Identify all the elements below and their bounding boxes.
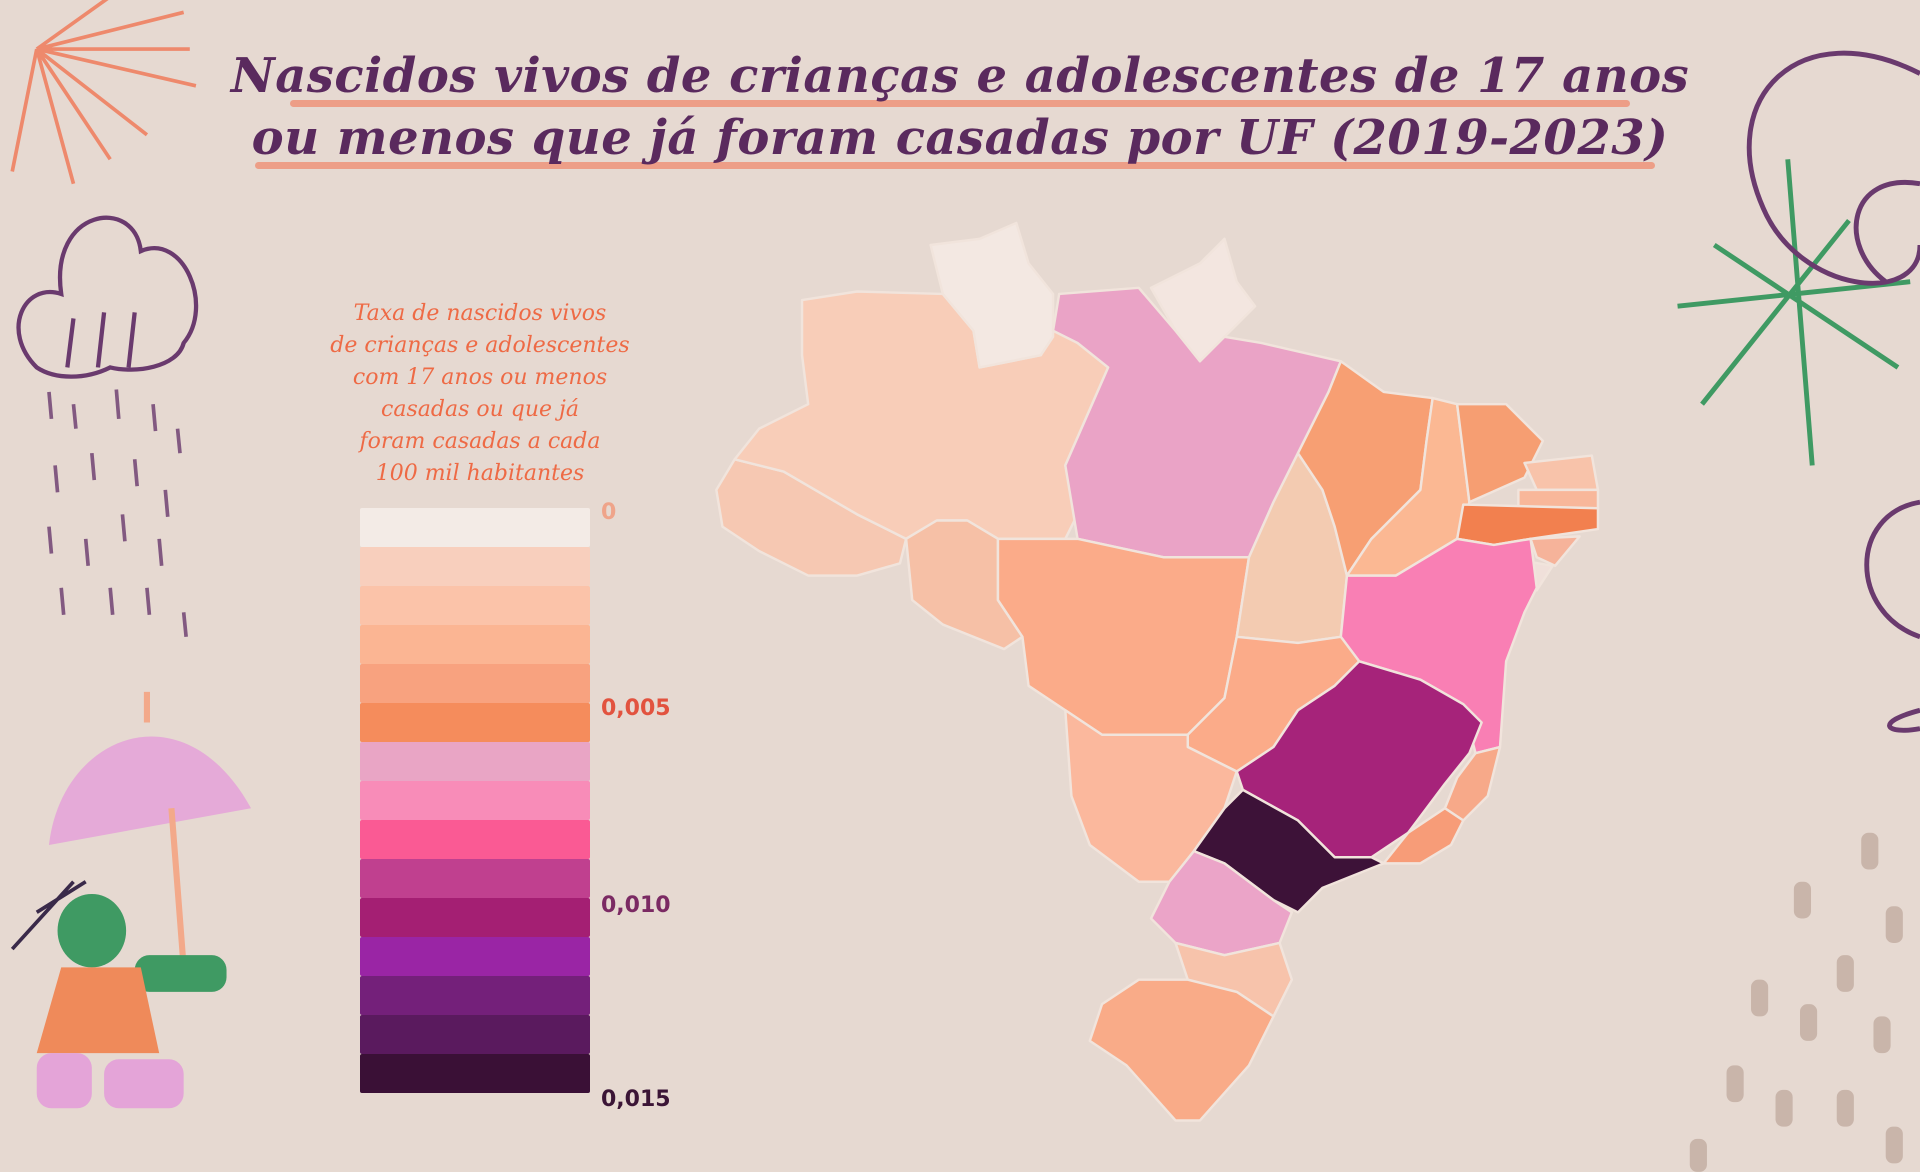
title-underline-2 (255, 162, 1655, 169)
legend-band (360, 625, 590, 664)
dots-doodle (1689, 832, 1903, 1172)
green-star-doodle (1677, 159, 1911, 466)
girl-with-umbrella-doodle (10, 691, 252, 1109)
legend-color-scale (360, 508, 590, 1093)
legend-tick-0010: 0,010 (601, 893, 671, 918)
state-pr (1149, 849, 1294, 957)
legend-title-line: casadas ou que já (381, 397, 579, 422)
legend-band (360, 664, 590, 703)
legend-band (360, 547, 590, 586)
legend-band (360, 781, 590, 820)
state-rr (929, 221, 1055, 369)
legend-band (360, 1015, 590, 1054)
title-underline-1 (290, 100, 1630, 107)
legend-band (360, 703, 590, 742)
state-rn (1523, 454, 1600, 492)
cloud-doodle (16, 215, 199, 379)
legend-band (360, 742, 590, 781)
state-al (1529, 535, 1581, 568)
legend-title: Taxa de nascidos vivos de crianças e ado… (290, 298, 670, 490)
legend-tick-0005: 0,005 (601, 696, 671, 721)
legend-band (360, 976, 590, 1015)
legend-band (360, 820, 590, 859)
legend-tick-0015: 0,015 (601, 1087, 671, 1112)
legend-tick-0: 0 (601, 500, 617, 525)
swirl-doodle (1746, 50, 1920, 733)
state-mt (996, 537, 1251, 736)
legend-title-line: foram casadas a cada (359, 429, 601, 454)
legend-title-line: de crianças e adolescentes (330, 333, 630, 358)
legend-title-line: Taxa de nascidos vivos (353, 301, 607, 326)
state-rs (1088, 978, 1275, 1122)
legend-band (360, 898, 590, 937)
legend-band (360, 586, 590, 625)
page-title-line-2: ou menos que já foram casadas por UF (20… (251, 110, 1669, 166)
page-title-line-1: Nascidos vivos de crianças e adolescente… (230, 48, 1690, 104)
legend-band (360, 859, 590, 898)
rain-doodle (47, 389, 188, 637)
legend-band (360, 937, 590, 976)
states (715, 221, 1600, 1122)
legend-band (360, 508, 590, 547)
legend-band (360, 1054, 590, 1093)
state-ce (1455, 402, 1545, 504)
legend-title-line: com 17 anos ou menos (352, 365, 608, 390)
sun-doodle (10, 0, 197, 185)
legend-title-line: 100 mil habitantes (375, 461, 585, 486)
